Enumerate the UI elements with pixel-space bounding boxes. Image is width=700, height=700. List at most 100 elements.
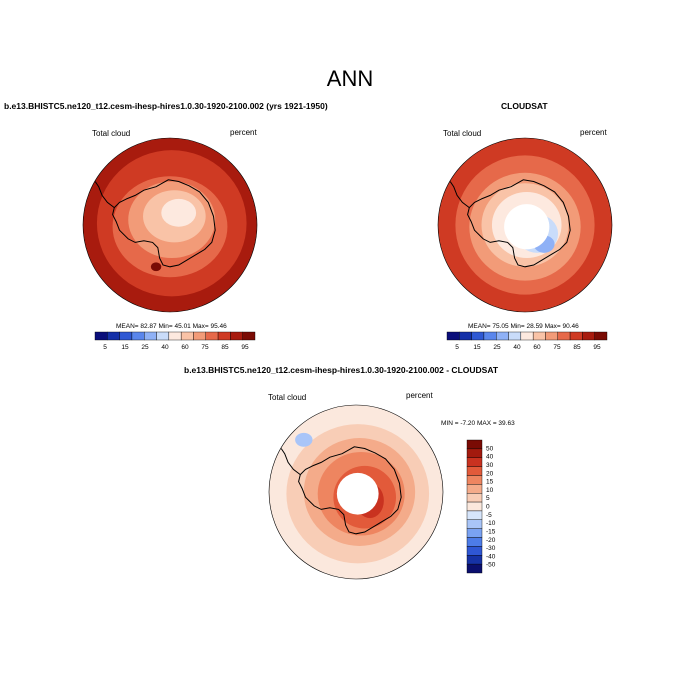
colorbar-tick-label: 95 — [241, 344, 249, 351]
colorbar-swatch — [193, 331, 206, 341]
colorbar-tick-label: 75 — [201, 344, 209, 351]
colorbar-tick-label: -20 — [486, 537, 496, 544]
colorbar-swatch — [557, 331, 571, 341]
colorbar-tick-label: 60 — [181, 344, 189, 351]
colorbar-swatch — [217, 331, 231, 341]
colorbar-swatch — [532, 331, 546, 341]
panel2-stats: MEAN= 75.05 Min= 28.59 Max= 90.46 — [468, 323, 579, 330]
colorbar-swatch — [466, 555, 483, 565]
colorbar-tick-label: 25 — [141, 344, 149, 351]
colorbar-swatch — [582, 331, 595, 341]
map-border — [82, 137, 258, 313]
colorbar-swatch — [144, 331, 157, 341]
colorbar-2: 5 15 25 40 60 75 85 95 — [446, 331, 608, 351]
colorbar-tick-label: 5 — [103, 344, 107, 351]
colorbar-swatch — [466, 484, 483, 494]
colorbar-swatch — [230, 331, 243, 341]
colorbar-swatch — [168, 331, 182, 341]
missing-data-hole — [504, 204, 550, 250]
colorbar-swatch — [466, 528, 483, 538]
colorbar-swatch — [466, 457, 483, 467]
colorbar-tick-label: 85 — [221, 344, 229, 351]
colorbar-tick-label: 20 — [486, 470, 494, 477]
colorbar-swatch — [131, 331, 145, 341]
colorbar-swatch — [205, 331, 219, 341]
colorbar-swatch — [180, 331, 194, 341]
panel1-units-label: percent — [230, 128, 257, 137]
colorbar-tick-label: 40 — [486, 454, 494, 461]
colorbar-tick-label: 75 — [553, 344, 561, 351]
colorbar-tick-label: 5 — [455, 344, 459, 351]
colorbar-swatch — [466, 493, 483, 503]
antarctic-peninsula — [94, 181, 115, 208]
panel2-units-label: percent — [580, 128, 607, 137]
field-contour-1-7 — [150, 262, 162, 272]
colorbar-swatch — [466, 519, 483, 529]
colorbar-tick-label: -50 — [486, 562, 496, 569]
colorbar-swatch — [594, 331, 608, 341]
colorbar-swatch — [545, 331, 558, 341]
colorbar-tick-label: 15 — [473, 344, 481, 351]
colorbar-swatch — [119, 331, 133, 341]
colorbar-swatch — [156, 331, 170, 341]
colorbar-swatch — [466, 546, 483, 556]
antarctic-peninsula — [280, 448, 301, 475]
colorbar-swatch — [466, 466, 483, 476]
colorbar-swatch — [508, 331, 522, 341]
colorbar-swatch — [496, 331, 509, 341]
colorbar-swatch — [466, 501, 483, 512]
field-contour-1-6 — [161, 198, 197, 227]
colorbar-swatch — [471, 331, 485, 341]
colorbar-swatch — [466, 439, 483, 450]
colorbar-tick-label: 0 — [486, 504, 490, 511]
panel2-title: CLOUDSAT — [501, 101, 548, 111]
map-panel-3 — [268, 404, 444, 580]
colorbar-swatch — [459, 331, 472, 341]
colorbar-tick-label: -15 — [486, 528, 496, 535]
antarctic-peninsula — [449, 181, 470, 208]
colorbar-tick-label: -40 — [486, 553, 496, 560]
colorbar-swatch — [466, 448, 483, 458]
panel1-title: b.e13.BHISTC5.ne120_t12.cesm-ihesp-hires… — [4, 101, 328, 111]
panel3-variable-label: Total cloud — [268, 393, 307, 402]
panel2-variable-label: Total cloud — [443, 129, 482, 138]
colorbar-swatch — [483, 331, 497, 341]
colorbar-tick-label: 40 — [161, 344, 169, 351]
panel3-title: b.e13.BHISTC5.ne120_t12.cesm-ihesp-hires… — [184, 365, 499, 375]
colorbar-swatch — [466, 475, 483, 485]
colorbar-1: 5 15 25 40 60 75 85 95 — [94, 331, 256, 351]
field-contour-3-7 — [295, 432, 313, 447]
colorbar-tick-label: -10 — [486, 520, 496, 527]
antarctica-coastline — [298, 446, 402, 535]
panel3-units-label: percent — [406, 391, 433, 400]
colorbar-swatch — [446, 331, 460, 341]
panel3-stats: MIN = -7.20 MAX = 39.63 — [441, 420, 515, 427]
colorbar-tick-label: -5 — [486, 512, 492, 519]
colorbar-tick-label: 60 — [533, 344, 541, 351]
colorbar-tick-label: -30 — [486, 545, 496, 552]
figure-title: ANN — [326, 66, 374, 91]
map-panel-2 — [437, 137, 613, 313]
colorbar-swatch — [107, 331, 120, 341]
colorbar-swatch — [466, 510, 483, 520]
colorbar-tick-label: 15 — [121, 344, 129, 351]
colorbar-tick-label: 10 — [486, 487, 494, 494]
colorbar-tick-label: 95 — [593, 344, 601, 351]
colorbar-tick-label: 85 — [573, 344, 581, 351]
colorbar-tick-label: 30 — [486, 462, 494, 469]
map-panel-1 — [82, 137, 258, 313]
colorbar-swatch — [94, 331, 108, 341]
colorbar-swatch — [520, 331, 534, 341]
colorbar-swatch — [242, 331, 256, 341]
colorbar-swatch — [466, 537, 483, 547]
map-border — [268, 404, 444, 580]
panel1-variable-label: Total cloud — [92, 129, 131, 138]
colorbar-tick-label: 15 — [486, 479, 494, 486]
antarctica-coastline — [112, 179, 216, 268]
colorbar-swatch — [466, 563, 483, 574]
colorbar-tick-label: 5 — [486, 495, 490, 502]
colorbar-tick-label: 50 — [486, 445, 494, 452]
map-border — [437, 137, 613, 313]
